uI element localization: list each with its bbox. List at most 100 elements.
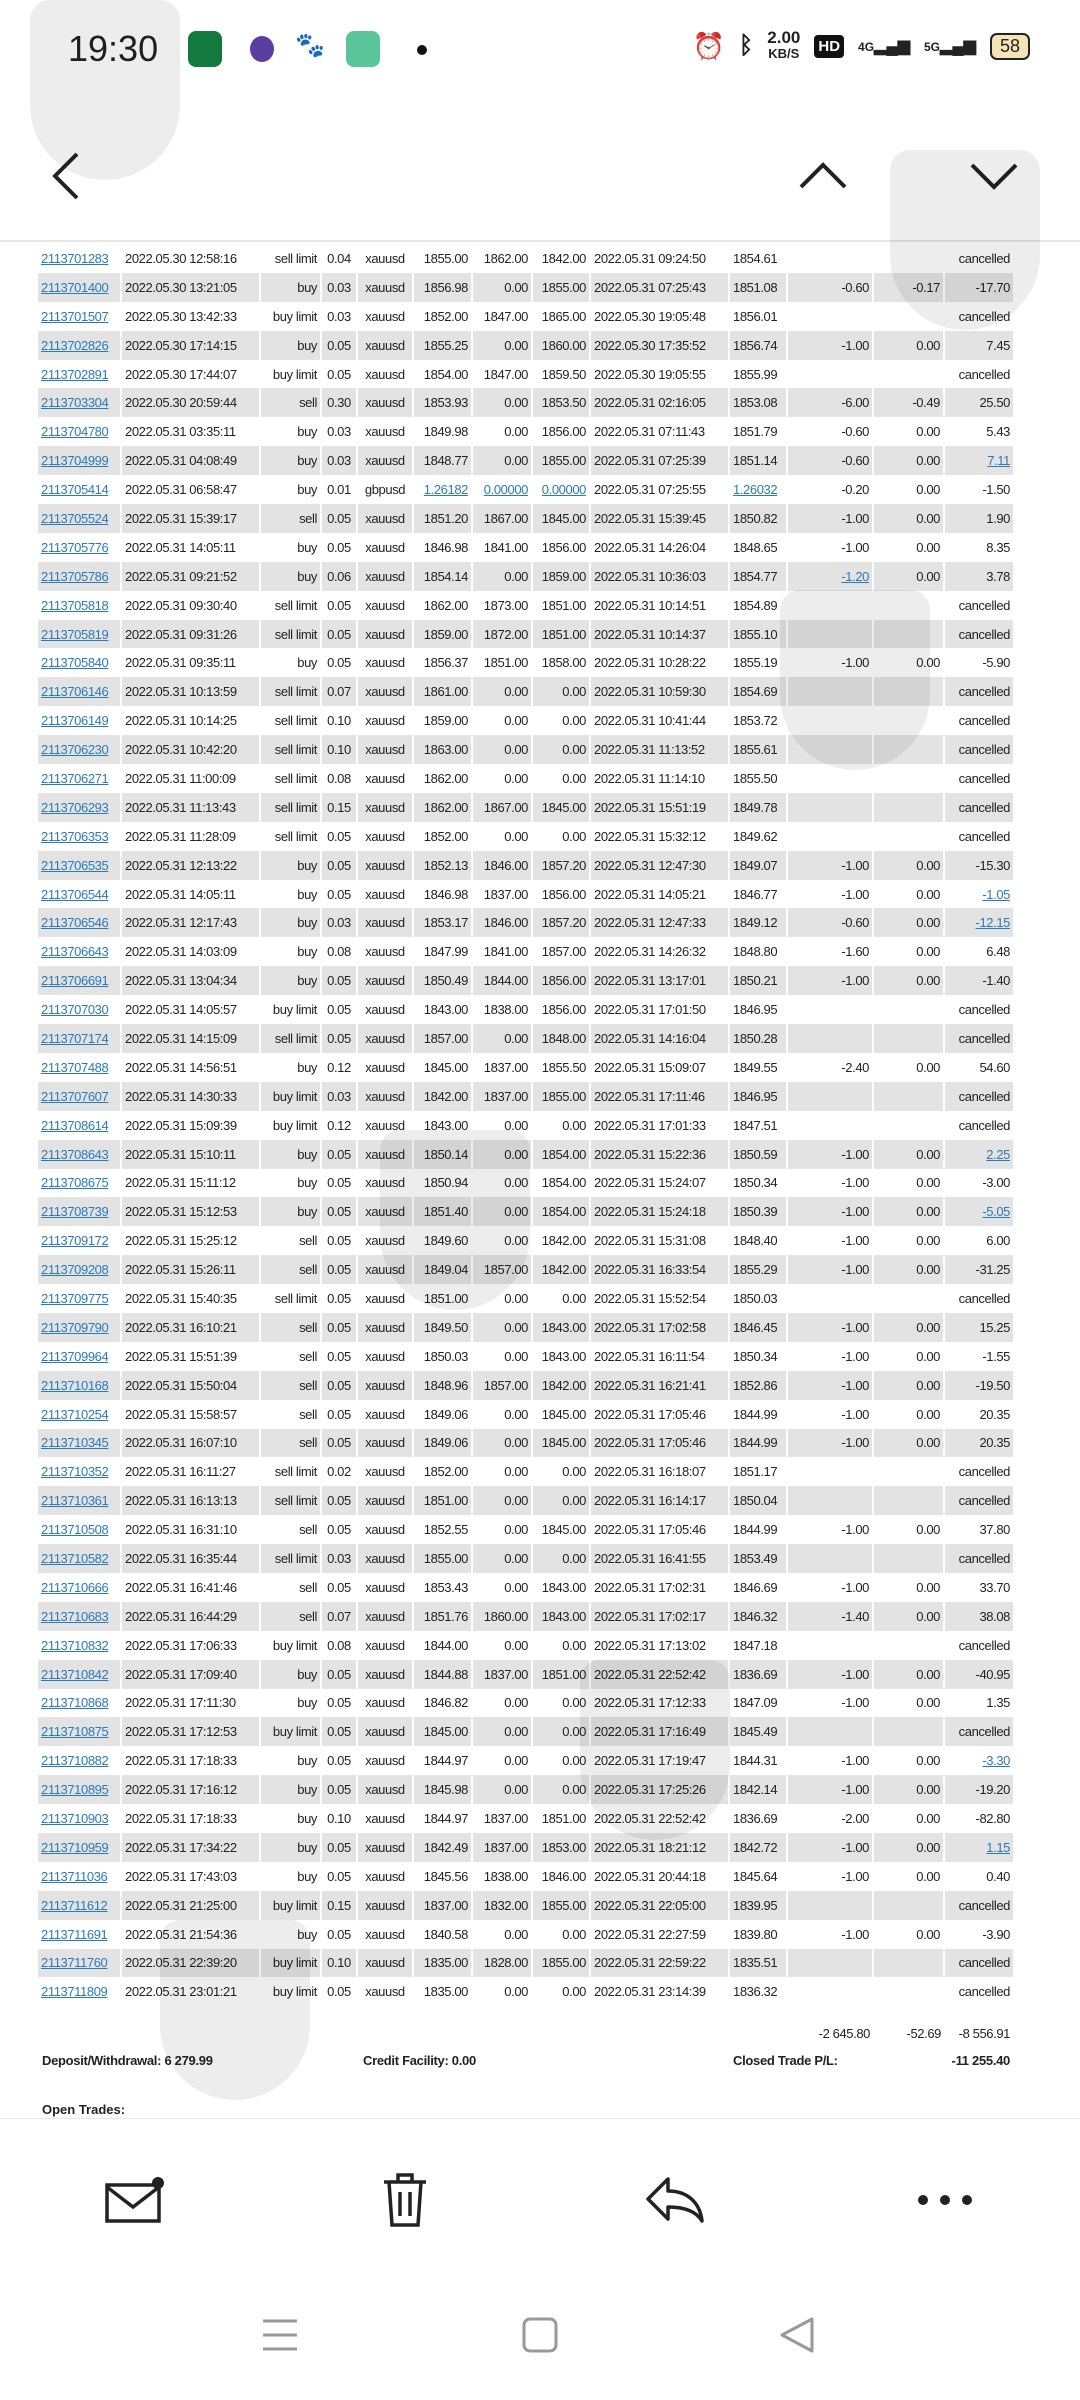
trade-id-cell[interactable]: 2113711760 (41, 1955, 108, 1971)
trade-id-cell[interactable]: 2113705819 (41, 626, 109, 642)
trade-id-cell[interactable]: 2113710832 (41, 1637, 109, 1653)
trade-id-cell[interactable]: 2113710345 (41, 1435, 109, 1451)
profit-cell[interactable]: 7.11 (987, 453, 1010, 469)
open-trades-heading: Open Trades: (42, 2102, 126, 2117)
trade-id-cell[interactable]: 2113706230 (41, 742, 109, 758)
trade-id-cell[interactable]: 2113706546 (41, 915, 109, 931)
reply-button[interactable] (640, 2165, 710, 2235)
take-profit-column-cell: 1859.50 (533, 359, 591, 389)
profit-cell[interactable]: -1.05 (982, 886, 1010, 902)
close-price-column-cell: 1854.69 (730, 677, 788, 707)
symbol-column-cell: xauusd (358, 1861, 414, 1891)
trade-id-cell[interactable]: 2113710903 (41, 1811, 109, 1827)
trade-id-cell[interactable]: 2113711809 (41, 1984, 108, 2000)
stop-loss-cell[interactable]: 0.00000 (483, 482, 529, 498)
recents-button[interactable] (255, 2310, 305, 2360)
trade-id-cell[interactable]: 2113708643 (41, 1146, 109, 1162)
trade-id-cell[interactable]: 2113711612 (41, 1897, 108, 1913)
mail-button[interactable] (100, 2165, 170, 2235)
trade-id-cell[interactable]: 2113710842 (41, 1666, 109, 1682)
take-profit-cell[interactable]: 0.00000 (541, 482, 587, 498)
trade-id-cell[interactable]: 2113703304 (41, 395, 109, 411)
trade-id-cell[interactable]: 2113706146 (41, 684, 109, 700)
trade-id-cell[interactable]: 2113705414 (41, 482, 109, 498)
trade-id-cell[interactable]: 2113710683 (41, 1608, 109, 1624)
trade-id-cell[interactable]: 2113707488 (41, 1059, 109, 1075)
trade-id-cell[interactable]: 2113704999 (41, 453, 109, 469)
back-button[interactable] (38, 148, 94, 204)
trade-id-cell[interactable]: 2113702891 (41, 366, 109, 382)
trade-id-cell[interactable]: 2113705840 (41, 655, 109, 671)
trade-id-cell[interactable]: 2113701507 (41, 308, 109, 324)
trade-id-cell[interactable]: 2113710168 (41, 1377, 109, 1393)
trade-id-cell[interactable]: 2113709790 (41, 1319, 109, 1335)
trade-id-cell[interactable]: 2113701283 (41, 250, 109, 266)
trade-id-cell[interactable]: 2113706691 (41, 973, 109, 989)
commission-cell[interactable]: -1.20 (841, 568, 869, 584)
trade-id-cell[interactable]: 2113701400 (41, 279, 109, 295)
type-column-cell: buy (261, 561, 322, 591)
open-price-cell[interactable]: 1.26182 (423, 482, 469, 498)
trade-id-cell[interactable]: 2113711036 (41, 1868, 108, 1884)
system-back-button[interactable] (772, 2310, 822, 2360)
home-button[interactable] (515, 2310, 565, 2360)
commission-column-cell (788, 1024, 874, 1053)
trade-id-cell[interactable]: 2113705776 (41, 539, 109, 555)
trade-id-cell[interactable]: 2113710875 (41, 1724, 109, 1740)
close-price-cell[interactable]: 1.26032 (733, 482, 778, 498)
profit-cell[interactable]: -3.30 (982, 1753, 1010, 1769)
trade-id-cell[interactable]: 2113711691 (41, 1926, 108, 1942)
profit-cell: 5.43 (986, 424, 1010, 440)
close-time-cell: 2022.05.31 15:24:07 (594, 1175, 706, 1191)
trade-id-cell[interactable]: 2113709775 (41, 1291, 109, 1306)
previous-button[interactable] (795, 148, 851, 204)
trade-id-cell[interactable]: 2113708614 (41, 1117, 109, 1133)
trade-id-cell[interactable]: 2113706149 (41, 713, 109, 729)
profit-cell[interactable]: -5.05 (982, 1204, 1010, 1220)
trade-id-cell[interactable]: 2113708739 (41, 1204, 109, 1220)
trade-id-cell[interactable]: 2113710582 (41, 1551, 109, 1567)
delete-button[interactable] (370, 2165, 440, 2235)
trade-id-cell[interactable]: 2113710508 (41, 1522, 109, 1538)
trade-id-cell[interactable]: 2113710895 (41, 1782, 109, 1798)
close-time-column-cell: 2022.05.31 11:14:10 (591, 764, 730, 793)
trade-id-cell[interactable]: 2113707174 (41, 1030, 109, 1046)
trade-id-cell[interactable]: 2113706535 (41, 857, 109, 873)
stop-loss-cell: 0.00 (504, 1175, 528, 1191)
profit-cell[interactable]: -12.15 (975, 915, 1011, 931)
profit-cell[interactable]: 1.15 (986, 1839, 1010, 1855)
trade-id-cell[interactable]: 2113709208 (41, 1262, 109, 1278)
trade-id-cell[interactable]: 2113710352 (41, 1464, 109, 1480)
trade-id-cell[interactable]: 2113705818 (41, 597, 109, 613)
trade-id-cell[interactable]: 2113706353 (41, 828, 109, 844)
take-profit-column-cell: 1856.00 (533, 995, 591, 1025)
trade-id-cell[interactable]: 2113705524 (41, 510, 109, 526)
more-button[interactable] (910, 2165, 980, 2235)
trade-id-cell[interactable]: 2113704780 (41, 424, 109, 440)
trade-id-cell[interactable]: 2113710254 (41, 1406, 109, 1422)
trade-id-cell[interactable]: 2113709172 (41, 1233, 109, 1249)
type-column-cell: buy (261, 1659, 322, 1689)
trade-id-cell[interactable]: 2113707607 (41, 1088, 109, 1104)
profit-column-cell: 15.25 (945, 1313, 1013, 1342)
trade-id-cell[interactable]: 2113709964 (41, 1348, 109, 1364)
trade-id-cell[interactable]: 2113702826 (41, 337, 109, 353)
commission-column-cell: -1.40 (788, 1601, 874, 1631)
trade-id-cell[interactable]: 2113706271 (41, 770, 109, 786)
trade-id-cell[interactable]: 2113708675 (41, 1175, 109, 1191)
profit-cell[interactable]: 2.25 (986, 1146, 1010, 1162)
trade-id-cell[interactable]: 2113706293 (41, 799, 109, 815)
trade-id-cell[interactable]: 2113707030 (41, 1002, 109, 1018)
open-time-cell: 2022.05.30 13:42:33 (125, 308, 237, 324)
commission-column-cell: -1.00 (788, 879, 874, 909)
trade-id-cell[interactable]: 2113705786 (41, 568, 109, 584)
trade-id-cell[interactable]: 2113710666 (41, 1579, 109, 1595)
next-button[interactable] (966, 148, 1022, 204)
trade-id-cell[interactable]: 2113710959 (41, 1839, 109, 1855)
trade-id-cell[interactable]: 2113710882 (41, 1753, 109, 1769)
trade-id-cell[interactable]: 2113706643 (41, 944, 109, 960)
trade-id-cell[interactable]: 2113710361 (41, 1493, 109, 1509)
commission-column-cell: -1.00 (788, 1775, 874, 1805)
trade-id-cell[interactable]: 2113706544 (41, 886, 109, 902)
trade-id-cell[interactable]: 2113710868 (41, 1695, 109, 1711)
